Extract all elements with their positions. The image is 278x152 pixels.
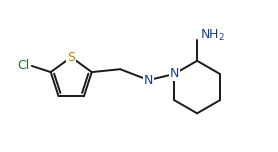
- Text: S: S: [67, 51, 75, 64]
- Text: N: N: [170, 67, 179, 80]
- Text: N: N: [144, 74, 153, 87]
- Text: Cl: Cl: [17, 59, 29, 73]
- Text: NH$_2$: NH$_2$: [200, 28, 225, 43]
